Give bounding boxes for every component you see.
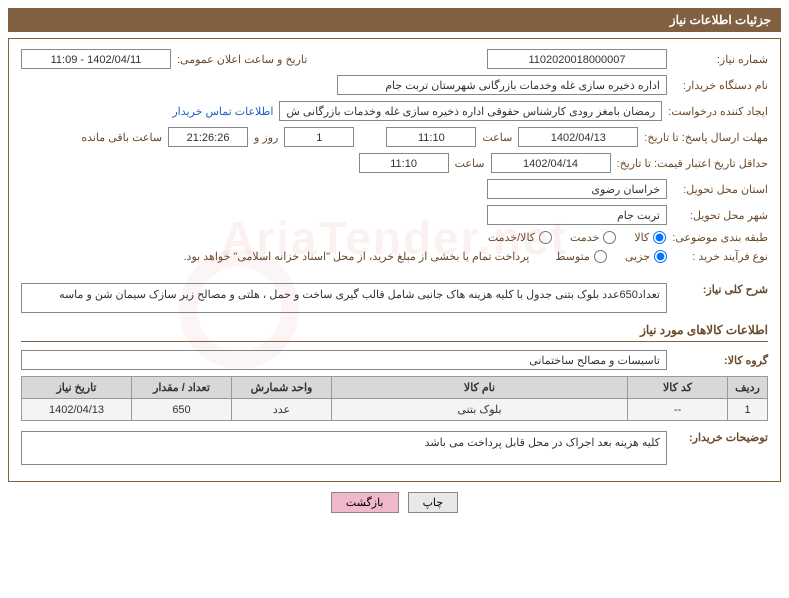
radio-goods-input[interactable] [653, 231, 666, 244]
remaining-time-field: 21:26:26 [168, 127, 248, 147]
reply-deadline-label: مهلت ارسال پاسخ: تا تاریخ: [644, 131, 768, 144]
purchase-process-label: نوع فرآیند خرید : [673, 250, 768, 263]
reply-time-field: 11:10 [386, 127, 476, 147]
th-row: ردیف [728, 377, 768, 399]
td-unit: عدد [232, 399, 332, 421]
delivery-province-field: خراسان رضوی [487, 179, 667, 199]
need-no-label: شماره نیاز: [673, 53, 768, 66]
price-validity-date-field: 1402/04/14 [491, 153, 611, 173]
reply-date-field: 1402/04/13 [518, 127, 638, 147]
radio-medium[interactable]: متوسط [555, 250, 607, 263]
delivery-city-label: شهر محل تحویل: [673, 209, 768, 222]
price-validity-hour-label: ساعت [455, 157, 485, 170]
price-validity-label: حداقل تاریخ اعتبار قیمت: تا تاریخ: [617, 157, 768, 170]
goods-group-field: تاسیسات و مصالح ساختمانی [21, 350, 667, 370]
delivery-province-label: استان محل تحویل: [673, 183, 768, 196]
td-code: -- [628, 399, 728, 421]
button-bar: چاپ بازگشت [8, 492, 781, 513]
requester-field: رمضان بامغز رودی کارشناس حقوقی اداره ذخی… [279, 101, 662, 121]
radio-both[interactable]: کالا/خدمت [488, 231, 552, 244]
radio-service-label: خدمت [570, 231, 599, 244]
need-no-field: 1102020018000007 [487, 49, 667, 69]
payment-note: پرداخت تمام یا بخشی از مبلغ خرید، از محل… [184, 250, 530, 263]
radio-partial-input[interactable] [654, 250, 667, 263]
ann-datetime-field: 1402/04/11 - 11:09 [21, 49, 171, 69]
price-validity-time-field: 11:10 [359, 153, 449, 173]
radio-both-input[interactable] [539, 231, 552, 244]
day-and-label: روز و [254, 131, 278, 144]
delivery-city-field: تربت جام [487, 205, 667, 225]
td-row: 1 [728, 399, 768, 421]
remaining-label: ساعت باقی مانده [81, 131, 162, 144]
td-qty: 650 [132, 399, 232, 421]
goods-group-label: گروه کالا: [673, 354, 768, 367]
process-radio-group: جزیی متوسط [555, 250, 667, 263]
th-name: نام کالا [332, 377, 628, 399]
panel-header: جزئیات اطلاعات نیاز [8, 8, 781, 32]
radio-both-label: کالا/خدمت [488, 231, 535, 244]
radio-service-input[interactable] [603, 231, 616, 244]
th-code: کد کالا [628, 377, 728, 399]
subject-class-label: طبقه بندی موضوعی: [672, 231, 768, 244]
td-date: 1402/04/13 [22, 399, 132, 421]
buyer-notes-label: توضیحات خریدار: [673, 431, 768, 444]
radio-goods[interactable]: کالا [634, 231, 666, 244]
radio-medium-label: متوسط [555, 250, 590, 263]
buyer-org-field: اداره ذخیره سازی غله وخدمات بازرگانی شهر… [337, 75, 667, 95]
subject-radio-group: کالا خدمت کالا/خدمت [488, 231, 666, 244]
desc-label: شرح کلی نیاز: [673, 283, 768, 296]
reply-hour-label: ساعت [482, 131, 512, 144]
table-row: 1 -- بلوک بتنی عدد 650 1402/04/13 [22, 399, 768, 421]
radio-partial[interactable]: جزیی [625, 250, 667, 263]
goods-table: ردیف کد کالا نام کالا واحد شمارش تعداد /… [21, 376, 768, 421]
goods-info-title: اطلاعات کالاهای مورد نیاز [21, 323, 768, 342]
back-button[interactable]: بازگشت [331, 492, 399, 513]
desc-field: تعداد650عدد بلوک بتنی جدول با کلیه هزینه… [21, 283, 667, 313]
buyer-notes-field: کلیه هزینه بعد اجراک در محل قابل پرداخت … [21, 431, 667, 465]
buyer-org-label: نام دستگاه خریدار: [673, 79, 768, 92]
remaining-days-field: 1 [284, 127, 354, 147]
radio-partial-label: جزیی [625, 250, 650, 263]
print-button[interactable]: چاپ [408, 492, 459, 513]
th-unit: واحد شمارش [232, 377, 332, 399]
radio-goods-label: کالا [634, 231, 649, 244]
radio-service[interactable]: خدمت [570, 231, 616, 244]
th-date: تاریخ نیاز [22, 377, 132, 399]
th-qty: تعداد / مقدار [132, 377, 232, 399]
requester-label: ایجاد کننده درخواست: [668, 105, 768, 118]
details-panel: AriaTender.net شماره نیاز: 1102020018000… [8, 38, 781, 482]
radio-medium-input[interactable] [594, 250, 607, 263]
contact-link[interactable]: اطلاعات تماس خریدار [172, 105, 273, 118]
ann-datetime-label: تاریخ و ساعت اعلان عمومی: [177, 53, 307, 66]
td-name: بلوک بتنی [332, 399, 628, 421]
